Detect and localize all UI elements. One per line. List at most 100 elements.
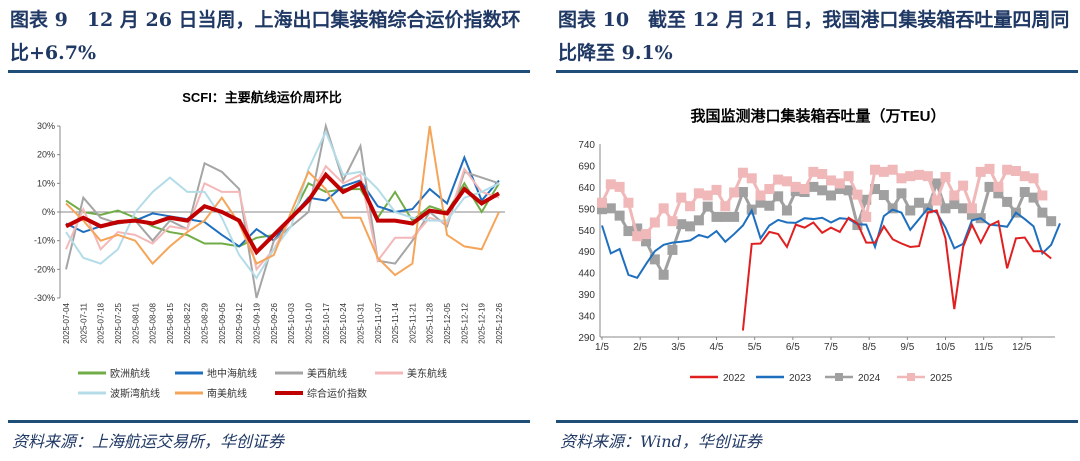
legend-label: 美西航线 (307, 367, 347, 380)
data-marker (825, 175, 836, 186)
x-tick-label: 11/5 (974, 342, 993, 353)
series-line (65, 129, 500, 280)
data-marker (781, 176, 792, 187)
x-tick-label: 2025-08-22 (183, 302, 192, 343)
x-tick-label: 2025-10-10 (304, 302, 313, 343)
legend-marker (907, 373, 915, 381)
data-marker (940, 172, 951, 183)
x-tick-label: 2025-09-19 (253, 302, 262, 343)
data-marker (861, 194, 872, 205)
x-tick-label: 2025-08-08 (149, 302, 158, 343)
data-marker (1037, 190, 1048, 201)
data-marker (949, 199, 960, 210)
series-line (65, 164, 500, 272)
legend-label: 综合运价指数 (307, 387, 367, 400)
series-line (65, 125, 500, 277)
data-marker (966, 203, 977, 214)
data-marker (905, 171, 916, 182)
x-tick-label: 2025-07-18 (97, 302, 106, 343)
x-tick-label: 3/5 (671, 342, 685, 353)
y-tick-label: 20% (37, 150, 55, 160)
data-marker (1002, 196, 1013, 207)
y-tick-label: 390 (578, 290, 595, 301)
data-marker (931, 178, 942, 189)
source-note: 资料来源：上海航运交易所，华创证券 (12, 432, 285, 451)
data-marker (702, 201, 713, 212)
data-marker (958, 180, 969, 191)
legend-label: 地中海航线 (207, 367, 257, 380)
data-marker (887, 203, 898, 214)
y-tick-label: 690 (578, 161, 595, 172)
chart-title: SCFI：主要航线运价周环比 (182, 90, 342, 105)
data-marker (614, 181, 625, 192)
y-tick-label: 0% (42, 207, 55, 217)
y-tick-label: 640 (578, 183, 595, 194)
data-marker (931, 195, 942, 206)
legend-label: 美东航线 (407, 367, 447, 380)
data-marker (870, 164, 881, 175)
divider (8, 420, 530, 423)
data-marker (597, 197, 607, 208)
data-marker (1028, 173, 1039, 184)
data-marker (790, 181, 801, 192)
y-tick-label: 590 (578, 204, 595, 215)
x-tick-label: 2025-11-28 (426, 302, 435, 343)
data-marker (887, 164, 898, 175)
x-tick-label: 2025-12-19 (478, 302, 487, 343)
data-marker (1019, 187, 1030, 198)
data-marker (843, 185, 854, 196)
y-tick-label: 740 (578, 140, 595, 151)
x-tick-label: 2025-11-07 (374, 302, 383, 343)
data-marker (843, 171, 854, 182)
data-marker (825, 190, 836, 201)
legend-label: 欧洲航线 (110, 367, 150, 380)
y-tick-label: 490 (578, 247, 595, 258)
x-tick-label: 2025-10-03 (287, 302, 296, 343)
series-line (65, 171, 501, 256)
x-tick-label: 2025-08-29 (201, 302, 210, 343)
x-tick-label: 2025-10-17 (322, 302, 331, 343)
data-marker (1002, 164, 1013, 175)
figure-title: 图表 10 截至 12 月 21 日，我国港口集装箱吞吐量四周同比降至 9.1% (558, 9, 1070, 64)
x-tick-label: 9/5 (900, 342, 914, 353)
divider (556, 420, 1078, 423)
x-tick-label: 2025-12-26 (495, 302, 504, 343)
y-tick-label: -10% (34, 236, 55, 246)
data-marker (993, 181, 1004, 192)
data-marker (834, 184, 845, 195)
data-marker (1037, 207, 1048, 218)
data-marker (896, 173, 907, 184)
data-marker (966, 209, 977, 220)
data-marker (764, 200, 775, 211)
data-marker (808, 181, 819, 192)
right-figure: 图表 10 截至 12 月 21 日，我国港口集装箱吞吐量四周同比降至 9.1%… (548, 0, 1078, 461)
chart-title: 我国监测港口集装箱吞吐量（万TEU） (690, 107, 945, 125)
data-marker (693, 188, 704, 199)
data-marker (914, 197, 925, 208)
x-tick-label: 2025-10-31 (356, 302, 365, 343)
data-marker (975, 166, 986, 177)
data-marker (649, 254, 660, 265)
data-marker (1046, 216, 1057, 227)
series-line (741, 209, 1052, 331)
data-marker (852, 189, 863, 200)
y-tick-label: -30% (34, 293, 55, 303)
x-tick-label: 2025-07-04 (62, 302, 71, 343)
data-marker (993, 188, 1004, 199)
data-marker (623, 226, 634, 237)
data-marker (693, 215, 704, 226)
divider (556, 70, 1078, 73)
x-tick-label: 2025-09-05 (218, 302, 227, 343)
x-tick-label: 5/5 (748, 342, 762, 353)
x-tick-label: 2/5 (633, 342, 647, 353)
data-marker (755, 197, 766, 208)
x-tick-label: 8/5 (862, 342, 876, 353)
data-marker (817, 185, 828, 196)
data-marker (676, 219, 687, 230)
data-marker (658, 203, 669, 214)
x-tick-label: 2025-08-15 (166, 302, 175, 343)
y-tick-label: 440 (578, 269, 595, 280)
left-figure: 图表 9 12 月 26 日当周，上海出口集装箱综合运价指数环比+6.7% 资料… (0, 0, 530, 461)
data-marker (914, 169, 925, 180)
x-tick-label: 2025-11-21 (408, 302, 417, 343)
